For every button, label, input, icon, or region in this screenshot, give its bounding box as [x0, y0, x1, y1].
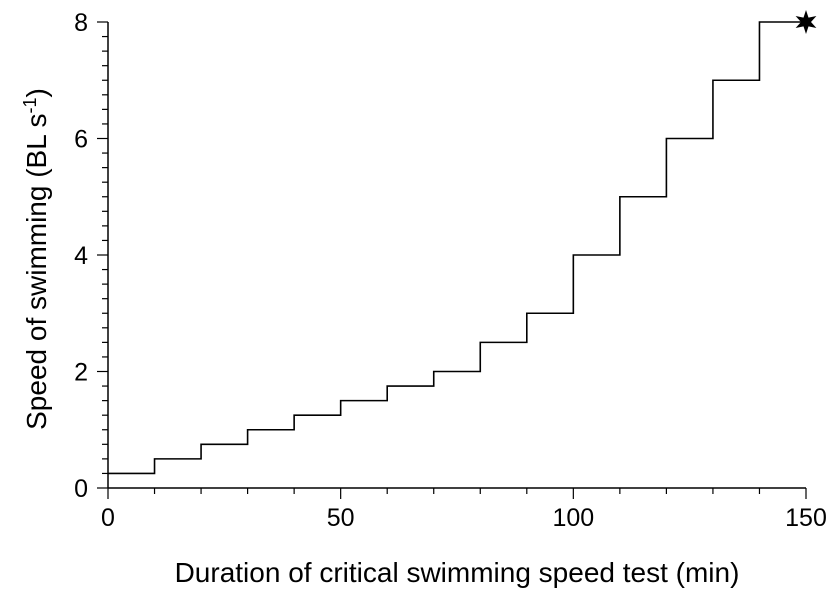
x-tick-label: 50	[327, 504, 355, 532]
tick-labels: 0 50 100 150 0 2 4 6 8	[74, 9, 827, 532]
y-axis-title-close: )	[21, 88, 52, 97]
x-tick-label: 150	[785, 504, 827, 532]
y-tick-label: 2	[74, 359, 88, 387]
step-series-line	[108, 21, 806, 475]
y-tick-label: 4	[74, 242, 88, 270]
y-axis-title-superscript: -1	[20, 97, 40, 113]
y-axis-title: Speed of swimming (BL s-1)	[20, 88, 52, 430]
end-star-marker	[795, 10, 817, 34]
y-tick-label: 0	[74, 475, 88, 503]
x-tick-label: 100	[552, 504, 594, 532]
y-tick-label: 6	[74, 126, 88, 154]
y-axis-title-main: Speed of swimming (BL s	[21, 113, 52, 429]
x-axis-title: Duration of critical swimming speed test…	[175, 557, 740, 588]
y-tick-label: 8	[74, 9, 88, 37]
axis-ticks	[97, 21, 807, 499]
x-tick-label: 0	[101, 504, 115, 532]
